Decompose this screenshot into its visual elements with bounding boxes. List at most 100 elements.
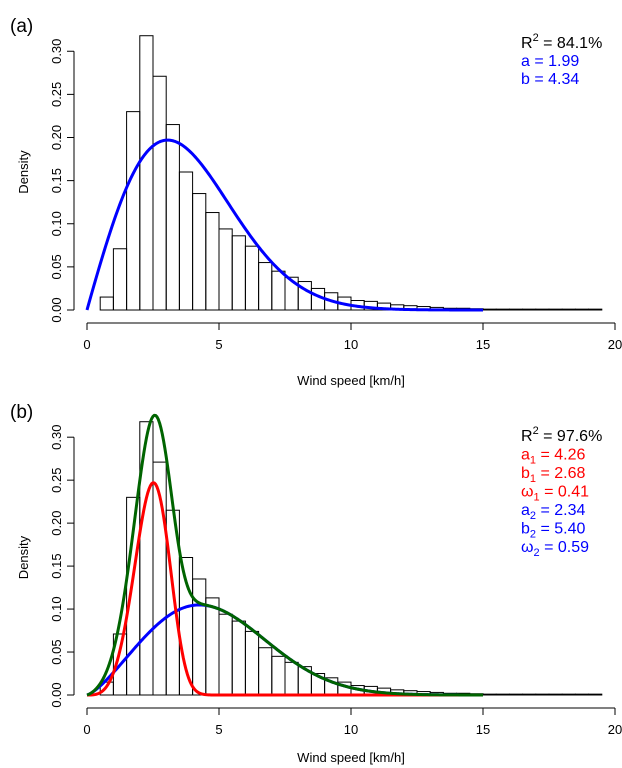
fit-annotation: b2 = 5.40 xyxy=(521,521,586,541)
annotation-symbol: ω xyxy=(521,539,534,556)
y-tick-label: 0.10 xyxy=(49,211,64,236)
fit-annotation: ω1 = 0.41 xyxy=(521,484,589,504)
weibull-density-curve xyxy=(85,138,484,312)
histogram-bar xyxy=(284,661,299,696)
fit-annotation: a2 = 2.34 xyxy=(521,502,586,522)
histogram-bar xyxy=(139,35,154,311)
histogram-bar xyxy=(535,308,550,311)
annotation-value: = 4.26 xyxy=(536,447,585,464)
x-tick-label: 5 xyxy=(215,722,222,737)
histogram-bar xyxy=(205,212,220,311)
x-tick-label: 20 xyxy=(608,722,622,737)
histogram-bar xyxy=(112,248,128,311)
fit-annotation: ω2 = 0.59 xyxy=(521,539,589,559)
annotation-symbol: R xyxy=(521,428,533,445)
histogram-bar xyxy=(218,613,233,696)
annotation-subscript: 1 xyxy=(530,455,536,467)
histogram-bar xyxy=(244,630,260,696)
mixture-density-curve xyxy=(86,413,484,697)
histogram-bar xyxy=(165,124,180,311)
x-tick-label: 5 xyxy=(215,337,222,352)
histogram-bar xyxy=(508,693,524,696)
annotation-subscript: 2 xyxy=(530,510,536,522)
histogram-bar xyxy=(126,111,141,311)
histogram-bar xyxy=(152,75,167,311)
annotation-symbol: ω xyxy=(521,484,534,501)
x-tick-label: 0 xyxy=(83,722,90,737)
histogram-bar xyxy=(561,308,576,311)
histogram-bar xyxy=(482,308,497,311)
histogram-bar xyxy=(218,228,233,311)
annotation-value: a = 1.99 xyxy=(521,53,579,70)
panel-b: (b) 0 5 10 15 20 0.00 0.05 0.10 0.15 0.20 0.25 0.30 W… xyxy=(10,402,622,765)
histogram-bar xyxy=(271,655,286,696)
x-tick-label: 15 xyxy=(476,337,490,352)
annotation-value: = 84.1% xyxy=(539,35,603,52)
panel-label: (b) xyxy=(10,402,33,423)
x-tick-label: 20 xyxy=(608,337,622,352)
annotation-subscript: 1 xyxy=(534,492,540,504)
x-tick-label: 10 xyxy=(344,722,358,737)
annotation-value: = 97.6% xyxy=(539,428,603,445)
y-tick-label: 0.05 xyxy=(49,639,64,664)
fit-annotation: b = 4.34 xyxy=(521,71,579,88)
histogram-bar xyxy=(231,235,246,311)
annotation-symbol: a xyxy=(521,447,530,464)
histogram-bar xyxy=(495,693,510,696)
x-tick-label: 0 xyxy=(83,337,90,352)
y-tick-label: 0.30 xyxy=(49,425,64,450)
histogram-bar xyxy=(99,296,114,311)
histogram-bar xyxy=(522,693,537,696)
histogram-bar xyxy=(231,620,246,696)
histogram-bar xyxy=(535,693,550,696)
histogram-bar xyxy=(258,262,273,311)
histogram-bar xyxy=(495,308,510,311)
fit-annotation: R2 = 97.6% xyxy=(521,425,602,445)
annotation-value: b = 4.34 xyxy=(521,71,579,88)
annotation-value: = 2.34 xyxy=(536,502,585,519)
y-tick-label: 0.25 xyxy=(49,468,64,493)
annotation-superscript: 2 xyxy=(533,32,539,44)
fit-annotation: b1 = 2.68 xyxy=(521,465,586,485)
fit-annotation: a = 1.99 xyxy=(521,53,579,70)
annotation-symbol: b xyxy=(521,521,530,538)
annotation-subscript: 1 xyxy=(530,473,536,485)
y-tick-label: 0.00 xyxy=(49,682,64,707)
histogram-bar xyxy=(192,193,207,311)
histogram-bar xyxy=(244,245,260,311)
annotation-value: = 0.41 xyxy=(540,484,589,501)
annotation-value: = 2.68 xyxy=(536,465,585,482)
annotation-symbol: R xyxy=(521,35,533,52)
annotation-subscript: 2 xyxy=(534,547,540,559)
annotation-symbol: a xyxy=(521,502,530,519)
histogram-bar xyxy=(548,308,563,311)
annotation-subscript: 2 xyxy=(530,529,536,541)
histogram-bar xyxy=(205,597,220,696)
histogram-bar xyxy=(258,647,273,696)
histogram-bar xyxy=(574,693,590,696)
histogram-bar xyxy=(548,693,563,696)
histogram-bar xyxy=(588,308,603,311)
x-tick-label: 10 xyxy=(344,337,358,352)
histogram-bar xyxy=(192,578,207,696)
y-tick-label: 0.15 xyxy=(49,168,64,193)
x-axis-title: Wind speed [km/h] xyxy=(297,750,405,765)
annotation-value: = 0.59 xyxy=(540,539,589,556)
histogram-bar xyxy=(178,171,194,311)
y-tick-label: 0.25 xyxy=(49,82,64,107)
y-axis-title: Density xyxy=(16,535,31,579)
histogram-bar xyxy=(271,270,286,311)
fit-annotation: R2 = 84.1% xyxy=(521,32,602,52)
histogram-bar xyxy=(588,693,603,696)
annotation-symbol: b xyxy=(521,465,530,482)
panel-label: (a) xyxy=(10,16,33,37)
annotation-value: = 5.40 xyxy=(536,521,585,538)
histogram-bar xyxy=(522,308,537,311)
y-tick-label: 0.20 xyxy=(49,125,64,150)
y-tick-label: 0.20 xyxy=(49,510,64,535)
histogram-bar xyxy=(561,693,576,696)
histogram-bar xyxy=(508,308,524,311)
x-tick-label: 15 xyxy=(476,722,490,737)
y-tick-label: 0.15 xyxy=(49,553,64,578)
